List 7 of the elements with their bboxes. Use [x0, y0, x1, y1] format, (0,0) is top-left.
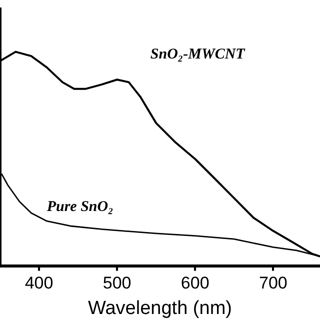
x-tick-label: 600	[180, 274, 210, 293]
series-label: Pure SnO₂	[46, 198, 114, 215]
series-label: SnO₂-MWCNT	[150, 46, 246, 63]
x-tick-label: 700	[258, 274, 288, 293]
x-tick-label: 500	[102, 274, 132, 293]
x-axis-title: Wavelength (nm)	[88, 298, 232, 319]
x-tick-label: 400	[24, 274, 54, 293]
